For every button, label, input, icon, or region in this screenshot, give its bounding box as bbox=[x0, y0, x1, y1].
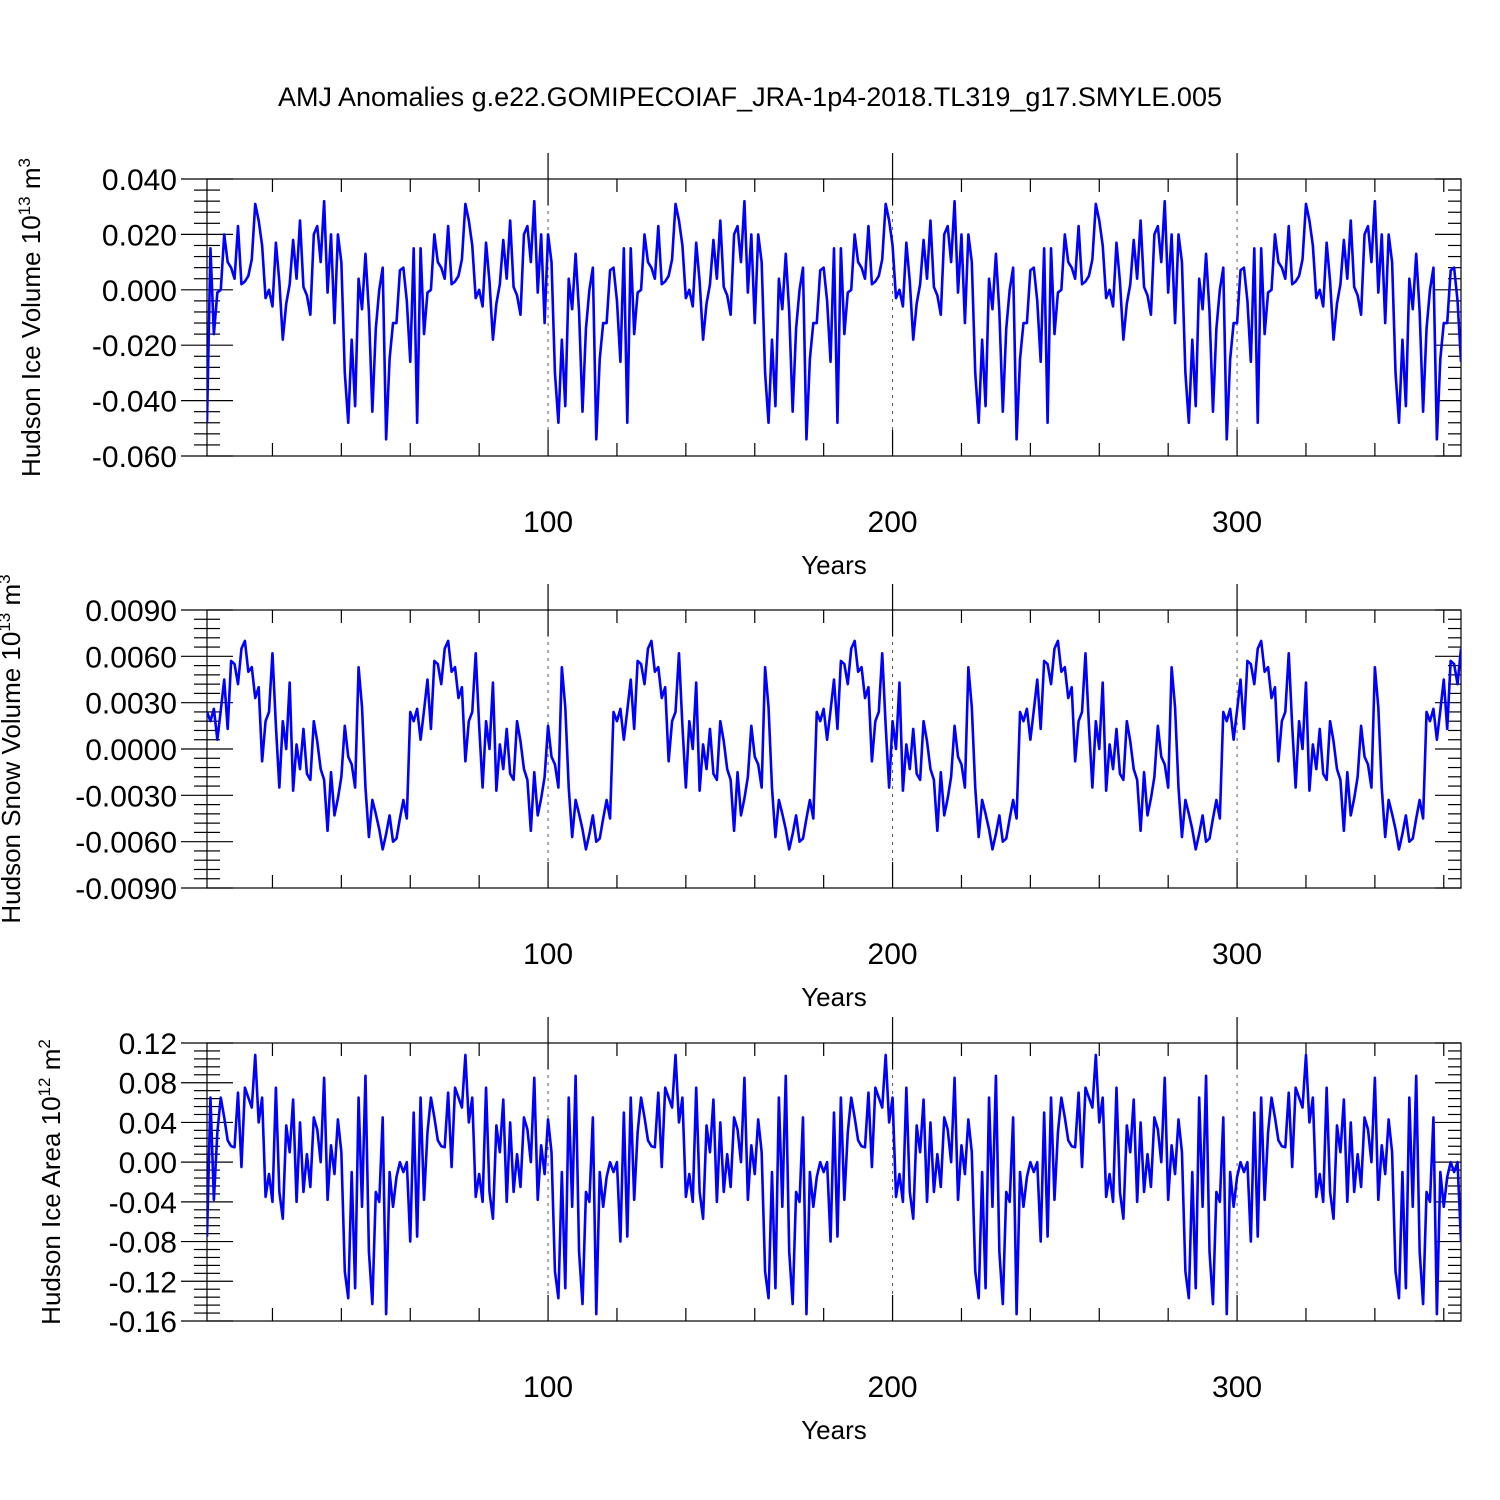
chart-title: AMJ Anomalies g.e22.GOMIPECOIAF_JRA-1p4-… bbox=[278, 82, 1222, 112]
x-tick-label: 100 bbox=[523, 506, 573, 539]
y-tick-label: -0.040 bbox=[92, 386, 177, 419]
y-axis-label: Hudson Ice Area 1012 m2 bbox=[35, 1039, 66, 1325]
y-tick-label: -0.04 bbox=[109, 1187, 177, 1220]
series-line bbox=[207, 1053, 1461, 1316]
plot-frame bbox=[206, 178, 1462, 457]
y-tick-label: -0.060 bbox=[92, 441, 177, 474]
y-tick-label: 0.000 bbox=[102, 275, 177, 308]
y-axis-label: Hudson Ice Volume 1013 m3 bbox=[15, 158, 46, 477]
series-line bbox=[207, 639, 1461, 851]
x-axis-label: Years bbox=[801, 1415, 867, 1445]
y-tick-label: -0.16 bbox=[109, 1306, 177, 1339]
y-axis-label-superscript: 13 bbox=[15, 196, 34, 215]
y-axis-label-text: m bbox=[0, 584, 26, 613]
y-tick-label: 0.0000 bbox=[85, 734, 177, 767]
x-tick-label: 300 bbox=[1212, 938, 1262, 971]
y-tick-label: -0.0060 bbox=[75, 827, 177, 860]
series-line bbox=[207, 199, 1461, 441]
y-tick-label: 0.0090 bbox=[85, 595, 177, 628]
x-tick-label: 100 bbox=[523, 1371, 573, 1404]
y-tick-label: -0.12 bbox=[109, 1266, 177, 1299]
y-axis-label-text: m bbox=[16, 168, 46, 197]
x-axis-label: Years bbox=[801, 982, 867, 1012]
y-axis-label-text: Hudson Ice Area 10 bbox=[36, 1096, 66, 1324]
y-axis-label-text: Hudson Snow Volume 10 bbox=[0, 632, 26, 924]
x-tick-label: 300 bbox=[1212, 1371, 1262, 1404]
y-tick-label: 0.04 bbox=[119, 1107, 177, 1140]
y-tick-label: 0.040 bbox=[102, 164, 177, 197]
y-tick-label: 0.00 bbox=[119, 1147, 177, 1180]
y-tick-label: -0.08 bbox=[109, 1227, 177, 1260]
y-tick-label: 0.0030 bbox=[85, 688, 177, 721]
x-tick-label: 300 bbox=[1212, 506, 1262, 539]
x-axis-label: Years bbox=[801, 550, 867, 580]
y-axis-label-text: m bbox=[36, 1049, 66, 1078]
panel-3: -0.16 -0.12 -0.08 -0.04 0.00 0.04 0.08 0.12 100 2… bbox=[35, 1017, 1462, 1445]
x-tick-label: 200 bbox=[868, 938, 918, 971]
y-axis-label-superscript: 2 bbox=[35, 1039, 54, 1048]
y-axis-label-superscript: 12 bbox=[35, 1078, 54, 1097]
y-axis-label: Hudson Snow Volume 1013 m3 bbox=[0, 574, 26, 923]
y-tick-label: 0.08 bbox=[119, 1068, 177, 1101]
x-tick-label: 100 bbox=[523, 938, 573, 971]
plot-frame bbox=[206, 1042, 1462, 1322]
panel-2: -0.0090 -0.0060 -0.0030 0.0000 0.0030 0.0060 0… bbox=[0, 574, 1462, 1012]
y-tick-label: -0.020 bbox=[92, 330, 177, 363]
y-tick-label: -0.0090 bbox=[75, 873, 177, 906]
plot-frame bbox=[206, 609, 1462, 889]
y-tick-label: 0.12 bbox=[119, 1028, 177, 1061]
y-axis-label-superscript: 3 bbox=[0, 574, 14, 583]
y-tick-label: 0.020 bbox=[102, 219, 177, 252]
x-tick-label: 200 bbox=[868, 506, 918, 539]
y-tick-label: -0.0030 bbox=[75, 780, 177, 813]
y-axis-label-superscript: 3 bbox=[15, 158, 34, 167]
y-tick-label: 0.0060 bbox=[85, 641, 177, 674]
x-tick-label: 200 bbox=[868, 1371, 918, 1404]
y-axis-label-text: Hudson Ice Volume 10 bbox=[16, 215, 46, 477]
y-axis-label-superscript: 13 bbox=[0, 613, 14, 632]
panel-1: -0.060 -0.040 -0.020 0.000 0.020 0.040 100 200 3… bbox=[15, 153, 1462, 580]
